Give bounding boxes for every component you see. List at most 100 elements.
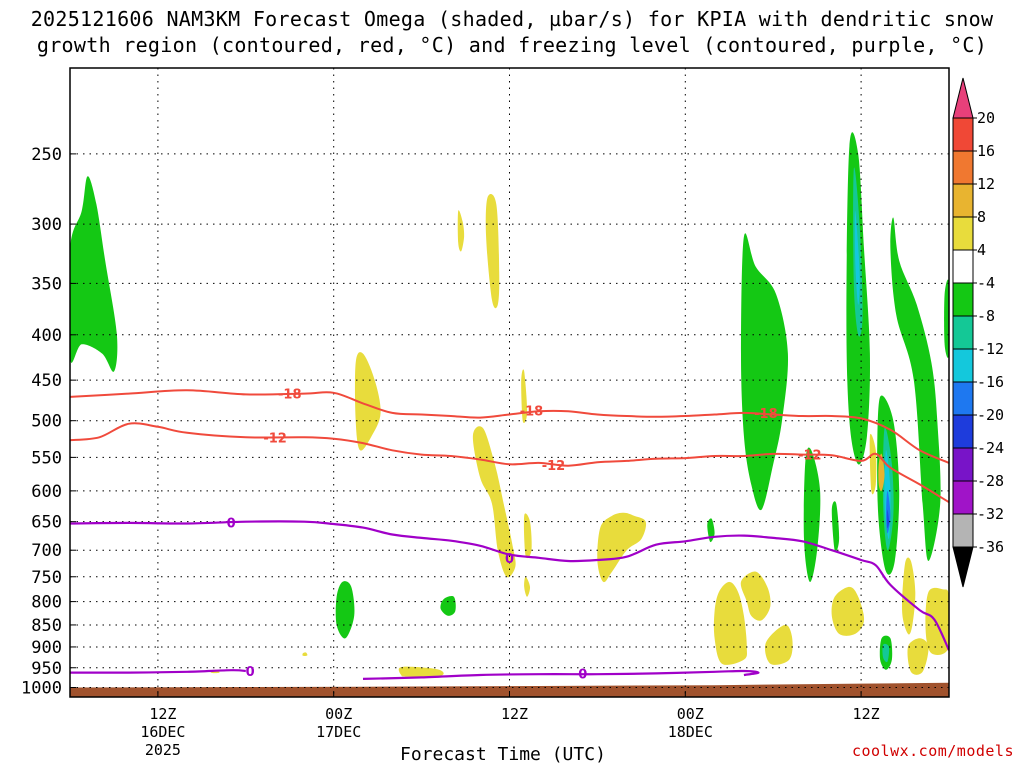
- y-tick-label-450: 450: [31, 371, 62, 391]
- colorbar-swatch-11: [952, 480, 974, 515]
- contour-label-9: 0: [578, 667, 587, 682]
- omega-region-1: [335, 581, 355, 639]
- omega-region-25: [524, 576, 531, 597]
- colorbar-swatch-8: [952, 381, 974, 416]
- contour-label-1: -18: [520, 405, 544, 420]
- y-tick-label-400: 400: [31, 326, 62, 346]
- omega-region-30: [764, 624, 793, 665]
- omega-region-23: [521, 369, 528, 423]
- x-tick-label-6-2: 2025: [145, 741, 181, 759]
- contour-label-3: -12: [263, 431, 287, 446]
- y-tick-label-700: 700: [31, 541, 62, 561]
- omega-region-7: [831, 501, 840, 552]
- omega-region-26: [597, 512, 647, 583]
- y-tick-label-800: 800: [31, 593, 62, 613]
- colorbar-swatch-1: [952, 150, 974, 185]
- chart-title: 2025121606 NAM3KM Forecast Omega (shaded…: [0, 6, 1024, 58]
- omega-region-31: [831, 586, 865, 636]
- x-tick-label-30-0: 12Z: [501, 705, 528, 723]
- colorbar-swatch-0: [952, 117, 974, 152]
- y-tick-label-850: 850: [31, 616, 62, 636]
- y-tick-label-900: 900: [31, 638, 62, 658]
- colorbar-label-13: -36: [977, 538, 1004, 556]
- omega-region-11: [944, 279, 949, 358]
- colorbar-label-10: -24: [977, 439, 1004, 457]
- colorbar-label-1: 16: [977, 142, 995, 160]
- grid-lines: [70, 68, 949, 697]
- x-tick-label-42-0: 00Z: [677, 705, 704, 723]
- colorbar-label-3: 8: [977, 208, 986, 226]
- contour-label-4: -12: [542, 459, 566, 474]
- colorbar-top-arrow: [952, 77, 974, 119]
- colorbar-label-8: -16: [977, 373, 1004, 391]
- contour-freezing_zero_bottom: [362, 669, 760, 680]
- colorbar-label-0: 20: [977, 109, 995, 127]
- colorbar-label-2: 12: [977, 175, 995, 193]
- colorbar-swatch-10: [952, 447, 974, 482]
- omega-region-33: [902, 557, 916, 635]
- x-tick-label-54-0: 12Z: [853, 705, 880, 723]
- y-tick-label-350: 350: [31, 274, 62, 294]
- colorbar-swatch-2: [952, 183, 974, 218]
- contour-freezing_zero: [70, 520, 949, 651]
- colorbar-label-7: -12: [977, 340, 1004, 358]
- omega-region-38: [878, 453, 885, 492]
- contour-minus12: [70, 422, 949, 504]
- omega-region-19: [457, 210, 465, 252]
- contour-label-8: 0: [246, 665, 255, 680]
- y-tick-label-300: 300: [31, 215, 62, 235]
- colorbar-label-5: -4: [977, 274, 995, 292]
- omega-region-24: [523, 513, 532, 559]
- omega-region-5: [803, 447, 821, 583]
- terrain-fill: [70, 682, 949, 697]
- chart-title-line-1: 2025121606 NAM3KM Forecast Omega (shaded…: [30, 7, 994, 31]
- x-tick-label-6-1: 16DEC: [140, 723, 185, 741]
- contour-label-5: -12: [798, 449, 822, 464]
- omega-shading: [70, 132, 949, 677]
- colorbar-label-12: -32: [977, 505, 1004, 523]
- omega-region-8: [890, 217, 941, 561]
- colorbar: 20 16 12 8 4 -4 -8 -12 -16 -20 -24 -28 -32 -36: [952, 77, 1004, 588]
- contour-label-0: -18: [278, 388, 302, 403]
- credit-text: coolwx.com/models: [851, 742, 1014, 760]
- colorbar-label-4: 4: [977, 241, 986, 259]
- contour-freezing_zero_low: [70, 669, 246, 674]
- y-tick-label-650: 650: [31, 513, 62, 533]
- omega-region-29: [740, 571, 771, 621]
- chart-title-line-2: growth region (contoured, red, °C) and f…: [36, 33, 988, 57]
- plot-frame: [69, 67, 950, 698]
- omega-region-37: [302, 652, 308, 657]
- y-tick-label-600: 600: [31, 482, 62, 502]
- contour-lines: [70, 389, 949, 680]
- omega-region-13: [854, 210, 860, 305]
- omega-region-17: [887, 509, 889, 529]
- omega-region-28: [713, 581, 747, 665]
- omega-region-16: [886, 490, 891, 534]
- x-axis-label: Forecast Time (UTC): [400, 744, 606, 765]
- colorbar-swatch-3: [952, 216, 974, 251]
- omega-region-18: [882, 643, 890, 663]
- contour-label-7: 0: [505, 552, 514, 567]
- omega-region-4: [741, 233, 789, 511]
- y-tick-label-750: 750: [31, 568, 62, 588]
- y-tick-label-950: 950: [31, 659, 62, 679]
- colorbar-bottom-arrow: [952, 546, 974, 588]
- omega-region-20: [485, 193, 500, 309]
- y-tick-label-250: 250: [31, 145, 62, 165]
- omega-region-27: [398, 666, 444, 677]
- x-tick-label-18-0: 00Z: [325, 705, 352, 723]
- contour-label-2: -18: [754, 407, 778, 422]
- x-tick-label-18-1: 17DEC: [316, 723, 361, 741]
- terrain-area: [70, 682, 949, 697]
- y-tick-label-500: 500: [31, 412, 62, 432]
- contour-label-6: 0: [227, 516, 236, 531]
- omega-region-0: [70, 176, 118, 372]
- omega-region-32: [869, 433, 877, 495]
- colorbar-label-9: -20: [977, 406, 1004, 424]
- x-tick-label-6-0: 12Z: [149, 705, 176, 723]
- colorbar-label-6: -8: [977, 307, 995, 325]
- omega-region-21: [354, 352, 381, 451]
- y-tick-label-1000: 1000: [21, 678, 62, 698]
